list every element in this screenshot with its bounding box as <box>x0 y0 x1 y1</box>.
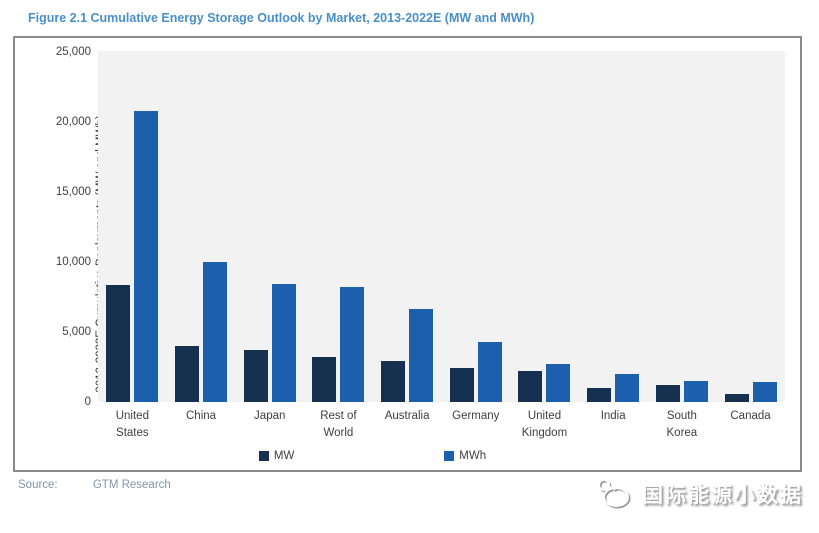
bar-mw-south-korea <box>655 385 680 402</box>
x-category-label: Japan <box>254 410 286 422</box>
legend-label-mwh: MWh <box>459 450 487 462</box>
bar-mwh-south-korea <box>683 380 708 402</box>
legend-swatch-mw <box>258 451 269 461</box>
bar-mwh-canada <box>752 382 777 402</box>
y-tick-label: 10,000 <box>55 256 91 268</box>
bar-mwh-australia <box>409 309 434 402</box>
y-tick-label: 5,000 <box>62 326 91 338</box>
x-category-label: India <box>600 410 626 422</box>
source-label: Source: <box>18 479 58 491</box>
bar-mw-china <box>175 345 200 402</box>
bar-mw-canada <box>724 393 749 402</box>
bar-mwh-rest-of-world <box>340 286 365 402</box>
legend-label-mw: MW <box>273 450 295 462</box>
bar-group-australia <box>373 51 442 402</box>
bar-group-india <box>579 51 648 402</box>
watermark: 国际能源小数据 <box>596 478 803 510</box>
x-axis-labels: United States China Japan Rest of World Austra… <box>98 408 785 442</box>
bar-mw-united-states <box>106 285 131 402</box>
bar-group-rest-of-world <box>304 51 373 402</box>
chart-legend: MW MWh <box>0 450 765 462</box>
plot-area <box>98 51 785 402</box>
y-tick-label: 20,000 <box>55 116 91 128</box>
source-row: Source: GTM Research <box>18 479 171 491</box>
bar-mw-japan <box>243 350 268 402</box>
bar-mw-india <box>587 387 612 402</box>
x-category-label: United States <box>115 410 149 439</box>
penguin-logo-icon <box>598 479 631 509</box>
y-tick-label: 0 <box>84 396 91 408</box>
y-tick-label: 15,000 <box>55 186 91 198</box>
legend-entry-mwh: MWh <box>444 450 486 462</box>
y-tick-label: 25,000 <box>55 46 91 58</box>
x-category-label: Germany <box>452 410 500 422</box>
bar-mwh-india <box>615 373 640 402</box>
watermark-text: 国际能源小数据 <box>642 484 803 507</box>
x-category-label: Australia <box>384 410 430 422</box>
legend-entry-mw: MW <box>258 450 295 462</box>
bar-mwh-united-kingdom <box>546 364 571 402</box>
chart-frame: 2013-2022E Cumulative Deployments (MW an… <box>13 36 802 472</box>
bar-group-germany <box>441 51 510 402</box>
bar-mwh-china <box>203 261 228 402</box>
source-value: GTM Research <box>92 479 171 491</box>
bar-group-united-kingdom <box>510 51 579 402</box>
bar-mw-united-kingdom <box>518 371 543 402</box>
bar-group-china <box>167 51 236 402</box>
x-category-label: United Kingdom <box>521 410 568 439</box>
y-axis-ticks: 0 5,000 10,000 15,000 20,000 25,000 <box>15 46 91 408</box>
bar-group-japan <box>235 51 304 402</box>
x-category-label: China <box>186 410 217 422</box>
bar-mwh-japan <box>271 284 296 402</box>
bar-mw-rest-of-world <box>312 357 337 402</box>
bar-mwh-united-states <box>134 111 159 402</box>
bar-group-south-korea <box>648 51 717 402</box>
bar-mw-germany <box>449 368 474 402</box>
bar-group-canada <box>716 51 785 402</box>
bar-mwh-germany <box>477 341 502 402</box>
bar-mw-australia <box>381 361 406 402</box>
bar-group-united-states <box>98 51 167 402</box>
x-category-label: Rest of World <box>320 410 357 439</box>
x-category-label: Canada <box>730 410 771 422</box>
x-category-label: South Korea <box>666 410 698 439</box>
legend-swatch-mwh <box>444 451 455 461</box>
figure-title: Figure 2.1 Cumulative Energy Storage Out… <box>28 11 535 25</box>
